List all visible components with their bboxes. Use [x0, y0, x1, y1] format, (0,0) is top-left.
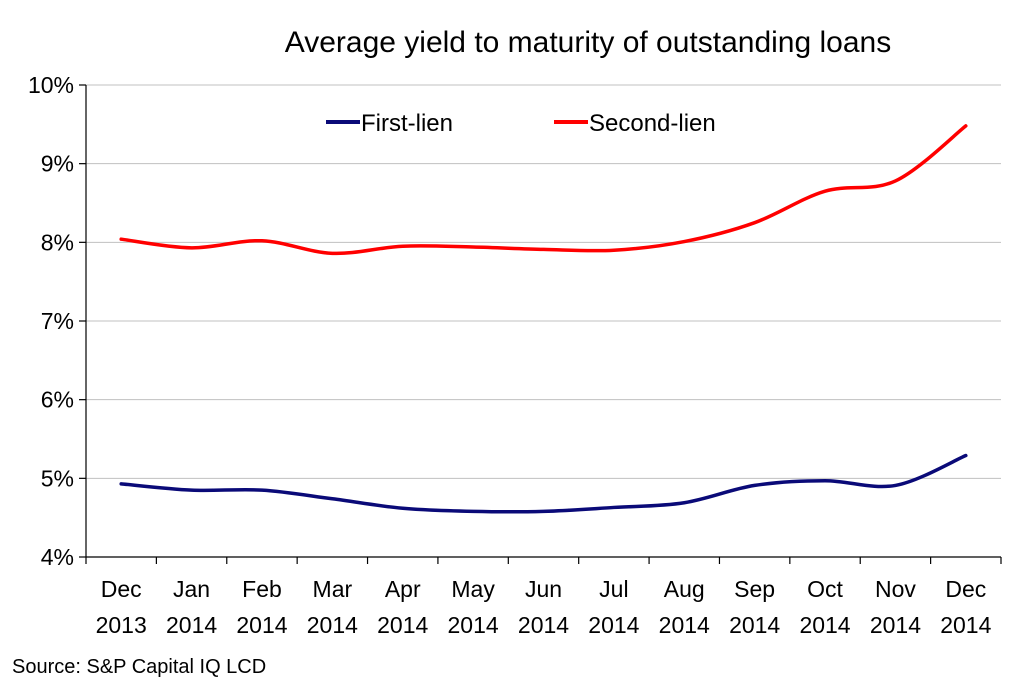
x-tick-label: Feb 2014: [236, 576, 287, 638]
x-tick-label: Jan 2014: [166, 576, 217, 638]
source-note: Source: S&P Capital IQ LCD: [12, 656, 266, 678]
legend-label-first-lien: First-lien: [361, 110, 453, 137]
x-tick-label: Dec 2013: [96, 576, 147, 638]
y-tick-label: 10%: [28, 72, 74, 98]
legend: First-lien Second-lien: [326, 110, 716, 137]
x-tick-label: Sep 2014: [729, 576, 780, 638]
x-tick-label: Oct 2014: [799, 576, 850, 638]
series-line-second-lien: [119, 124, 968, 256]
axes: [79, 84, 1002, 564]
y-tick-label: 7%: [41, 308, 74, 334]
x-tick-label: Mar 2014: [307, 576, 358, 638]
x-tick-label: Apr 2014: [377, 576, 428, 638]
x-tick-label: Aug 2014: [659, 576, 710, 638]
x-tick-label: Jun 2014: [518, 576, 569, 638]
y-tick-label: 8%: [41, 229, 74, 255]
gridlines: [86, 84, 1001, 479]
y-tick-label: 5%: [41, 465, 74, 491]
y-tick-label: 4%: [41, 544, 74, 570]
series-line-first-lien: [119, 453, 968, 514]
x-tick-label: Nov 2014: [870, 576, 921, 638]
series-lines: [119, 124, 968, 514]
chart-title: Average yield to maturity of outstanding…: [285, 26, 891, 59]
x-tick-label: May 2014: [448, 576, 499, 638]
x-tick-label: Jul 2014: [588, 576, 639, 638]
x-tick-label: Dec 2014: [940, 576, 991, 638]
y-axis-ticks: 4% 5% 6% 7% 8% 9% 10%: [28, 72, 74, 570]
x-axis-ticks: Dec 2013 Jan 2014 Feb 2014 Mar 2014 Apr 2014 May 20…: [96, 576, 992, 638]
y-tick-label: 9%: [41, 151, 74, 177]
legend-label-second-lien: Second-lien: [589, 110, 716, 137]
y-tick-label: 6%: [41, 387, 74, 413]
